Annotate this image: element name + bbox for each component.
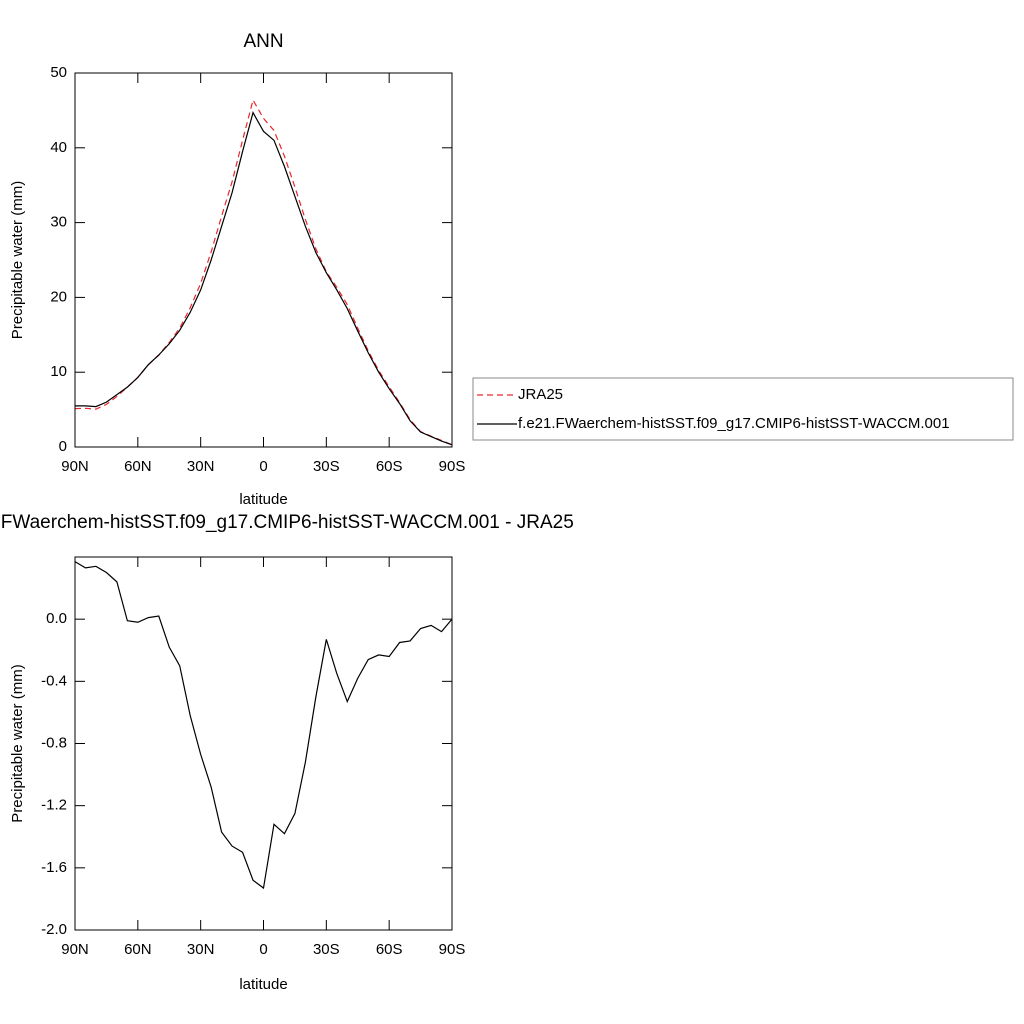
x-tick-label: 60N bbox=[124, 941, 152, 958]
y-axis-label: Precipitable water (mm) bbox=[9, 181, 26, 339]
x-tick-label: 90S bbox=[439, 941, 466, 958]
x-tick-label: 30N bbox=[187, 941, 215, 958]
x-tick-label: 30S bbox=[313, 458, 340, 475]
x-tick-label: 90S bbox=[439, 458, 466, 475]
legend-label: f.e21.FWaerchem-histSST.f09_g17.CMIP6-hi… bbox=[518, 415, 950, 432]
y-tick-label: 0 bbox=[59, 438, 67, 455]
y-tick-label: -1.6 bbox=[41, 859, 67, 876]
legend-label: JRA25 bbox=[518, 386, 563, 403]
y-tick-label: 0.0 bbox=[46, 610, 67, 627]
plot-frame bbox=[74, 556, 453, 931]
x-tick-label: 30N bbox=[187, 458, 215, 475]
y-axis-label: Precipitable water (mm) bbox=[9, 664, 26, 822]
y-tick-label: -2.0 bbox=[41, 921, 67, 938]
y-tick-label: 30 bbox=[50, 214, 67, 231]
y-tick-label: -0.4 bbox=[41, 672, 67, 689]
y-tick-label: 50 bbox=[50, 64, 67, 81]
x-tick-label: 90N bbox=[61, 458, 89, 475]
y-tick-label: -0.8 bbox=[41, 734, 67, 751]
x-axis-label: latitude bbox=[239, 976, 287, 993]
y-tick-label: 10 bbox=[50, 363, 67, 380]
data-line bbox=[74, 561, 453, 890]
x-tick-label: 0 bbox=[259, 458, 267, 475]
data-line bbox=[75, 111, 453, 446]
plot-frame bbox=[74, 72, 453, 448]
x-tick-label: 30S bbox=[313, 941, 340, 958]
chart-title: f.e21.FWaerchem-histSST.f09_g17.CMIP6-hi… bbox=[0, 512, 574, 533]
y-tick-label: 20 bbox=[50, 288, 67, 305]
legend-box bbox=[472, 377, 1014, 441]
x-tick-label: 90N bbox=[61, 941, 89, 958]
x-axis-label: latitude bbox=[239, 491, 287, 508]
x-tick-label: 60S bbox=[376, 941, 403, 958]
y-tick-label: 40 bbox=[50, 139, 67, 156]
chart-title: ANN bbox=[243, 31, 283, 52]
x-tick-label: 60S bbox=[376, 458, 403, 475]
y-tick-label: -1.2 bbox=[41, 797, 67, 814]
x-tick-label: 60N bbox=[124, 458, 152, 475]
x-tick-label: 0 bbox=[259, 941, 267, 958]
